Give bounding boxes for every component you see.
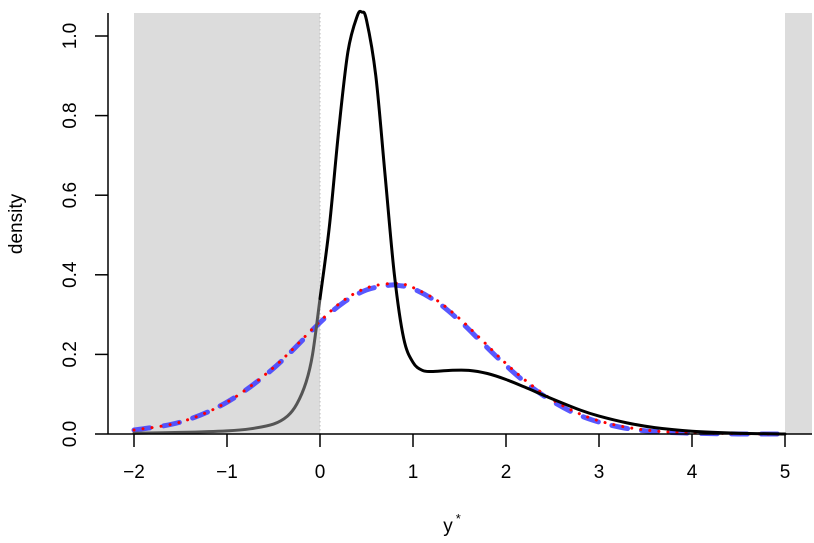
- shaded-regions: [134, 13, 812, 434]
- y-tick-label: 1.0: [60, 23, 81, 49]
- x-tick-label: −2: [123, 462, 145, 483]
- y-tick-label: 0.0: [60, 421, 81, 447]
- y-axis-title: density: [6, 193, 27, 254]
- shaded-region-0: [134, 13, 320, 434]
- x-tick-label: 1: [408, 462, 419, 483]
- series-lines: [131, 9, 788, 437]
- series-line-dashed-2: [131, 282, 788, 437]
- series-line-solid-1: [318, 9, 787, 436]
- axis-labels: density y *: [6, 193, 461, 537]
- x-tick-label: 4: [687, 462, 698, 483]
- x-tick-label: 3: [594, 462, 605, 483]
- series-line-solid-0: [132, 297, 322, 435]
- x-tick-label: 2: [501, 462, 512, 483]
- y-tick-label: 0.4: [60, 261, 81, 288]
- x-axis-title: y *: [443, 511, 461, 537]
- x-tick-label: 0: [315, 462, 326, 483]
- x-tick-label: −1: [216, 462, 238, 483]
- y-tick-label: 0.8: [60, 102, 81, 128]
- y-tick-label: 0.2: [60, 341, 81, 367]
- axes: −2 −1 0 1 2 3 4 5 0.0 0.2 0.4 0.6 0.8 1.0: [60, 13, 812, 483]
- shaded-region-1: [785, 13, 812, 434]
- y-tick-label: 0.6: [60, 182, 81, 208]
- x-tick-label: 5: [780, 462, 791, 483]
